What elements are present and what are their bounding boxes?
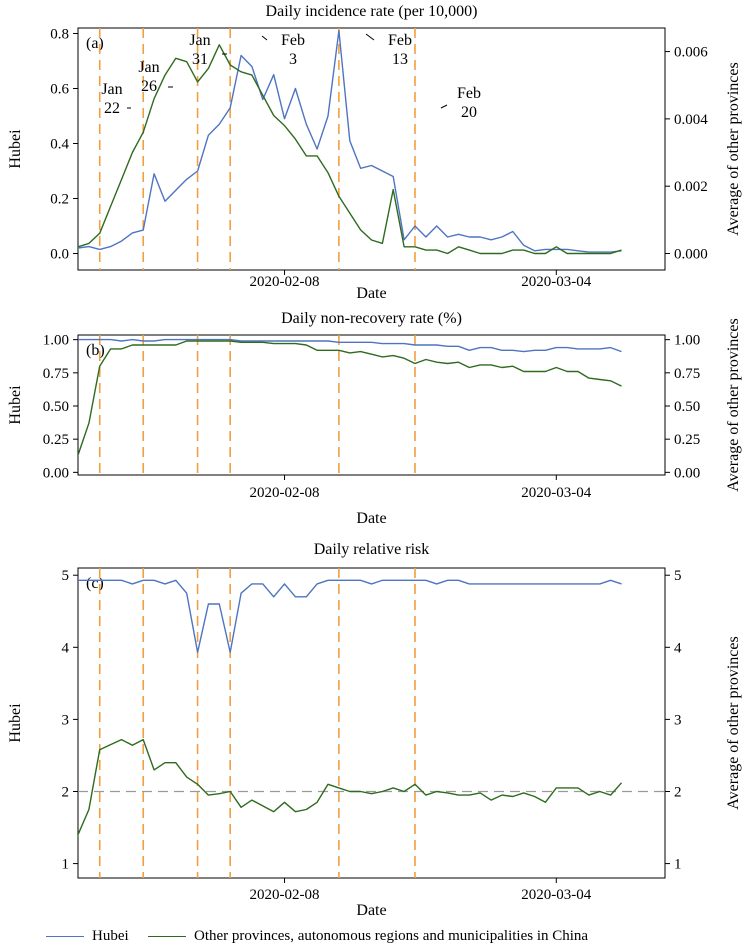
x-tick-label: 2020-03-04 xyxy=(521,274,591,290)
x-tick-label: 2020-02-08 xyxy=(250,274,320,290)
y2-tick-label: 0.006 xyxy=(674,45,708,61)
y2-tick-label: 0.50 xyxy=(674,399,700,415)
y-tick-label: 4 xyxy=(62,640,70,656)
chart-title: Daily incidence rate (per 10,000) xyxy=(266,3,478,20)
plot-frame xyxy=(77,27,666,271)
series-group xyxy=(78,30,622,255)
y2-tick-label: 4 xyxy=(674,640,682,656)
y-axis-label: Hubei xyxy=(7,129,24,169)
event-label-leader xyxy=(365,33,375,41)
series-line-other xyxy=(78,340,622,457)
series-line-other xyxy=(78,738,623,837)
legend: Hubei Other provinces, autonomous region… xyxy=(0,922,750,952)
chart-title: Daily non-recovery rate (%) xyxy=(281,310,462,327)
y-axis-label: Hubei xyxy=(7,703,24,743)
event-label-month: Feb xyxy=(281,32,305,49)
x-tick-label: 2020-03-04 xyxy=(521,887,591,903)
event-annotations: Jan 22 Jan 26 Jan 31 Feb 3 Feb 13 Feb 20 xyxy=(101,32,481,121)
y-tick-label: 0.2 xyxy=(50,192,69,208)
panel-tag: (b) xyxy=(86,342,105,359)
y2-tick-label: 3 xyxy=(674,712,682,728)
y-tick-label: 0.0 xyxy=(50,247,69,263)
y2-tick-label: 5 xyxy=(674,568,682,584)
y2-tick-label: 1.00 xyxy=(674,333,700,349)
y-tick-label: 0.8 xyxy=(50,27,69,43)
chart-panel-2: Daily non-recovery rate (%) (b) Hubei Avera… xyxy=(7,310,742,527)
event-label-month: Jan xyxy=(101,81,122,98)
series-line-hubei xyxy=(78,579,622,653)
event-label-day: 26 xyxy=(141,78,157,95)
event-label-leader xyxy=(440,104,448,109)
y-tick-label: 1 xyxy=(62,857,70,873)
plot-frame xyxy=(77,567,666,879)
series-group xyxy=(78,579,623,837)
x-tick-label: 2020-02-08 xyxy=(250,887,320,903)
y2-tick-label: 1 xyxy=(674,857,682,873)
y2-tick-label: 0.000 xyxy=(674,247,708,263)
y-tick-label: 0.4 xyxy=(50,137,69,153)
event-label-day: 13 xyxy=(392,51,408,68)
y2-axis-label: Average of other provinces xyxy=(725,636,742,809)
plot-frame xyxy=(77,334,666,476)
panel-tag: (c) xyxy=(86,575,104,592)
legend-item-other: Other provinces, autonomous regions and … xyxy=(148,928,588,945)
x-axis-label: Date xyxy=(356,902,386,919)
series-group xyxy=(78,338,622,457)
y-tick-label: 1.00 xyxy=(43,333,69,349)
y2-tick-label: 0.002 xyxy=(674,179,708,195)
x-axis-label: Date xyxy=(356,510,386,527)
legend-swatch-hubei xyxy=(46,936,84,937)
y-tick-label: 0.25 xyxy=(43,432,69,448)
series-line-hubei xyxy=(78,338,622,353)
y-tick-label: 0.50 xyxy=(43,399,69,415)
legend-label-hubei: Hubei xyxy=(92,928,129,944)
y-tick-label: 0.75 xyxy=(43,366,69,382)
y2-tick-label: 0.004 xyxy=(674,112,708,128)
y2-tick-label: 2 xyxy=(674,784,682,800)
panel-tag: (a) xyxy=(86,35,104,52)
y-tick-label: 5 xyxy=(62,568,70,584)
y-tick-label: 0.00 xyxy=(43,465,69,481)
chart-panel-1: Daily incidence rate (per 10,000) (a) Hube… xyxy=(7,3,742,302)
y-tick-label: 0.6 xyxy=(50,82,69,98)
y2-tick-label: 0.25 xyxy=(674,432,700,448)
chart-panel-3: Daily relative risk (c) Hubei Average of ot… xyxy=(7,541,742,919)
y2-axis-label: Average of other provinces xyxy=(725,318,742,491)
series-line-hubei xyxy=(78,30,622,253)
event-label-month: Jan xyxy=(138,59,159,76)
legend-swatch-other xyxy=(148,936,186,937)
event-label-day: 31 xyxy=(192,51,208,68)
series-line-other xyxy=(78,44,622,255)
x-tick-label: 2020-02-08 xyxy=(250,485,320,501)
event-label-month: Feb xyxy=(388,32,412,49)
event-label-day: 20 xyxy=(461,104,477,121)
event-label-month: Jan xyxy=(189,32,210,49)
y2-tick-label: 0.75 xyxy=(674,366,700,382)
chart-title: Daily relative risk xyxy=(314,541,430,558)
event-label-day: 22 xyxy=(104,100,120,117)
y-tick-label: 2 xyxy=(62,784,70,800)
event-label-day: 3 xyxy=(289,51,297,68)
y2-tick-label: 0.00 xyxy=(674,465,700,481)
x-tick-label: 2020-03-04 xyxy=(521,485,591,501)
event-label-leader xyxy=(261,35,268,41)
legend-item-hubei: Hubei xyxy=(46,928,129,945)
y-axis-label: Hubei xyxy=(7,385,24,425)
y-tick-label: 3 xyxy=(62,712,70,728)
y2-axis-label: Average of other provinces xyxy=(725,62,742,235)
legend-label-other: Other provinces, autonomous regions and … xyxy=(194,928,589,944)
x-axis-label: Date xyxy=(356,285,386,302)
event-label-month: Feb xyxy=(457,85,481,102)
